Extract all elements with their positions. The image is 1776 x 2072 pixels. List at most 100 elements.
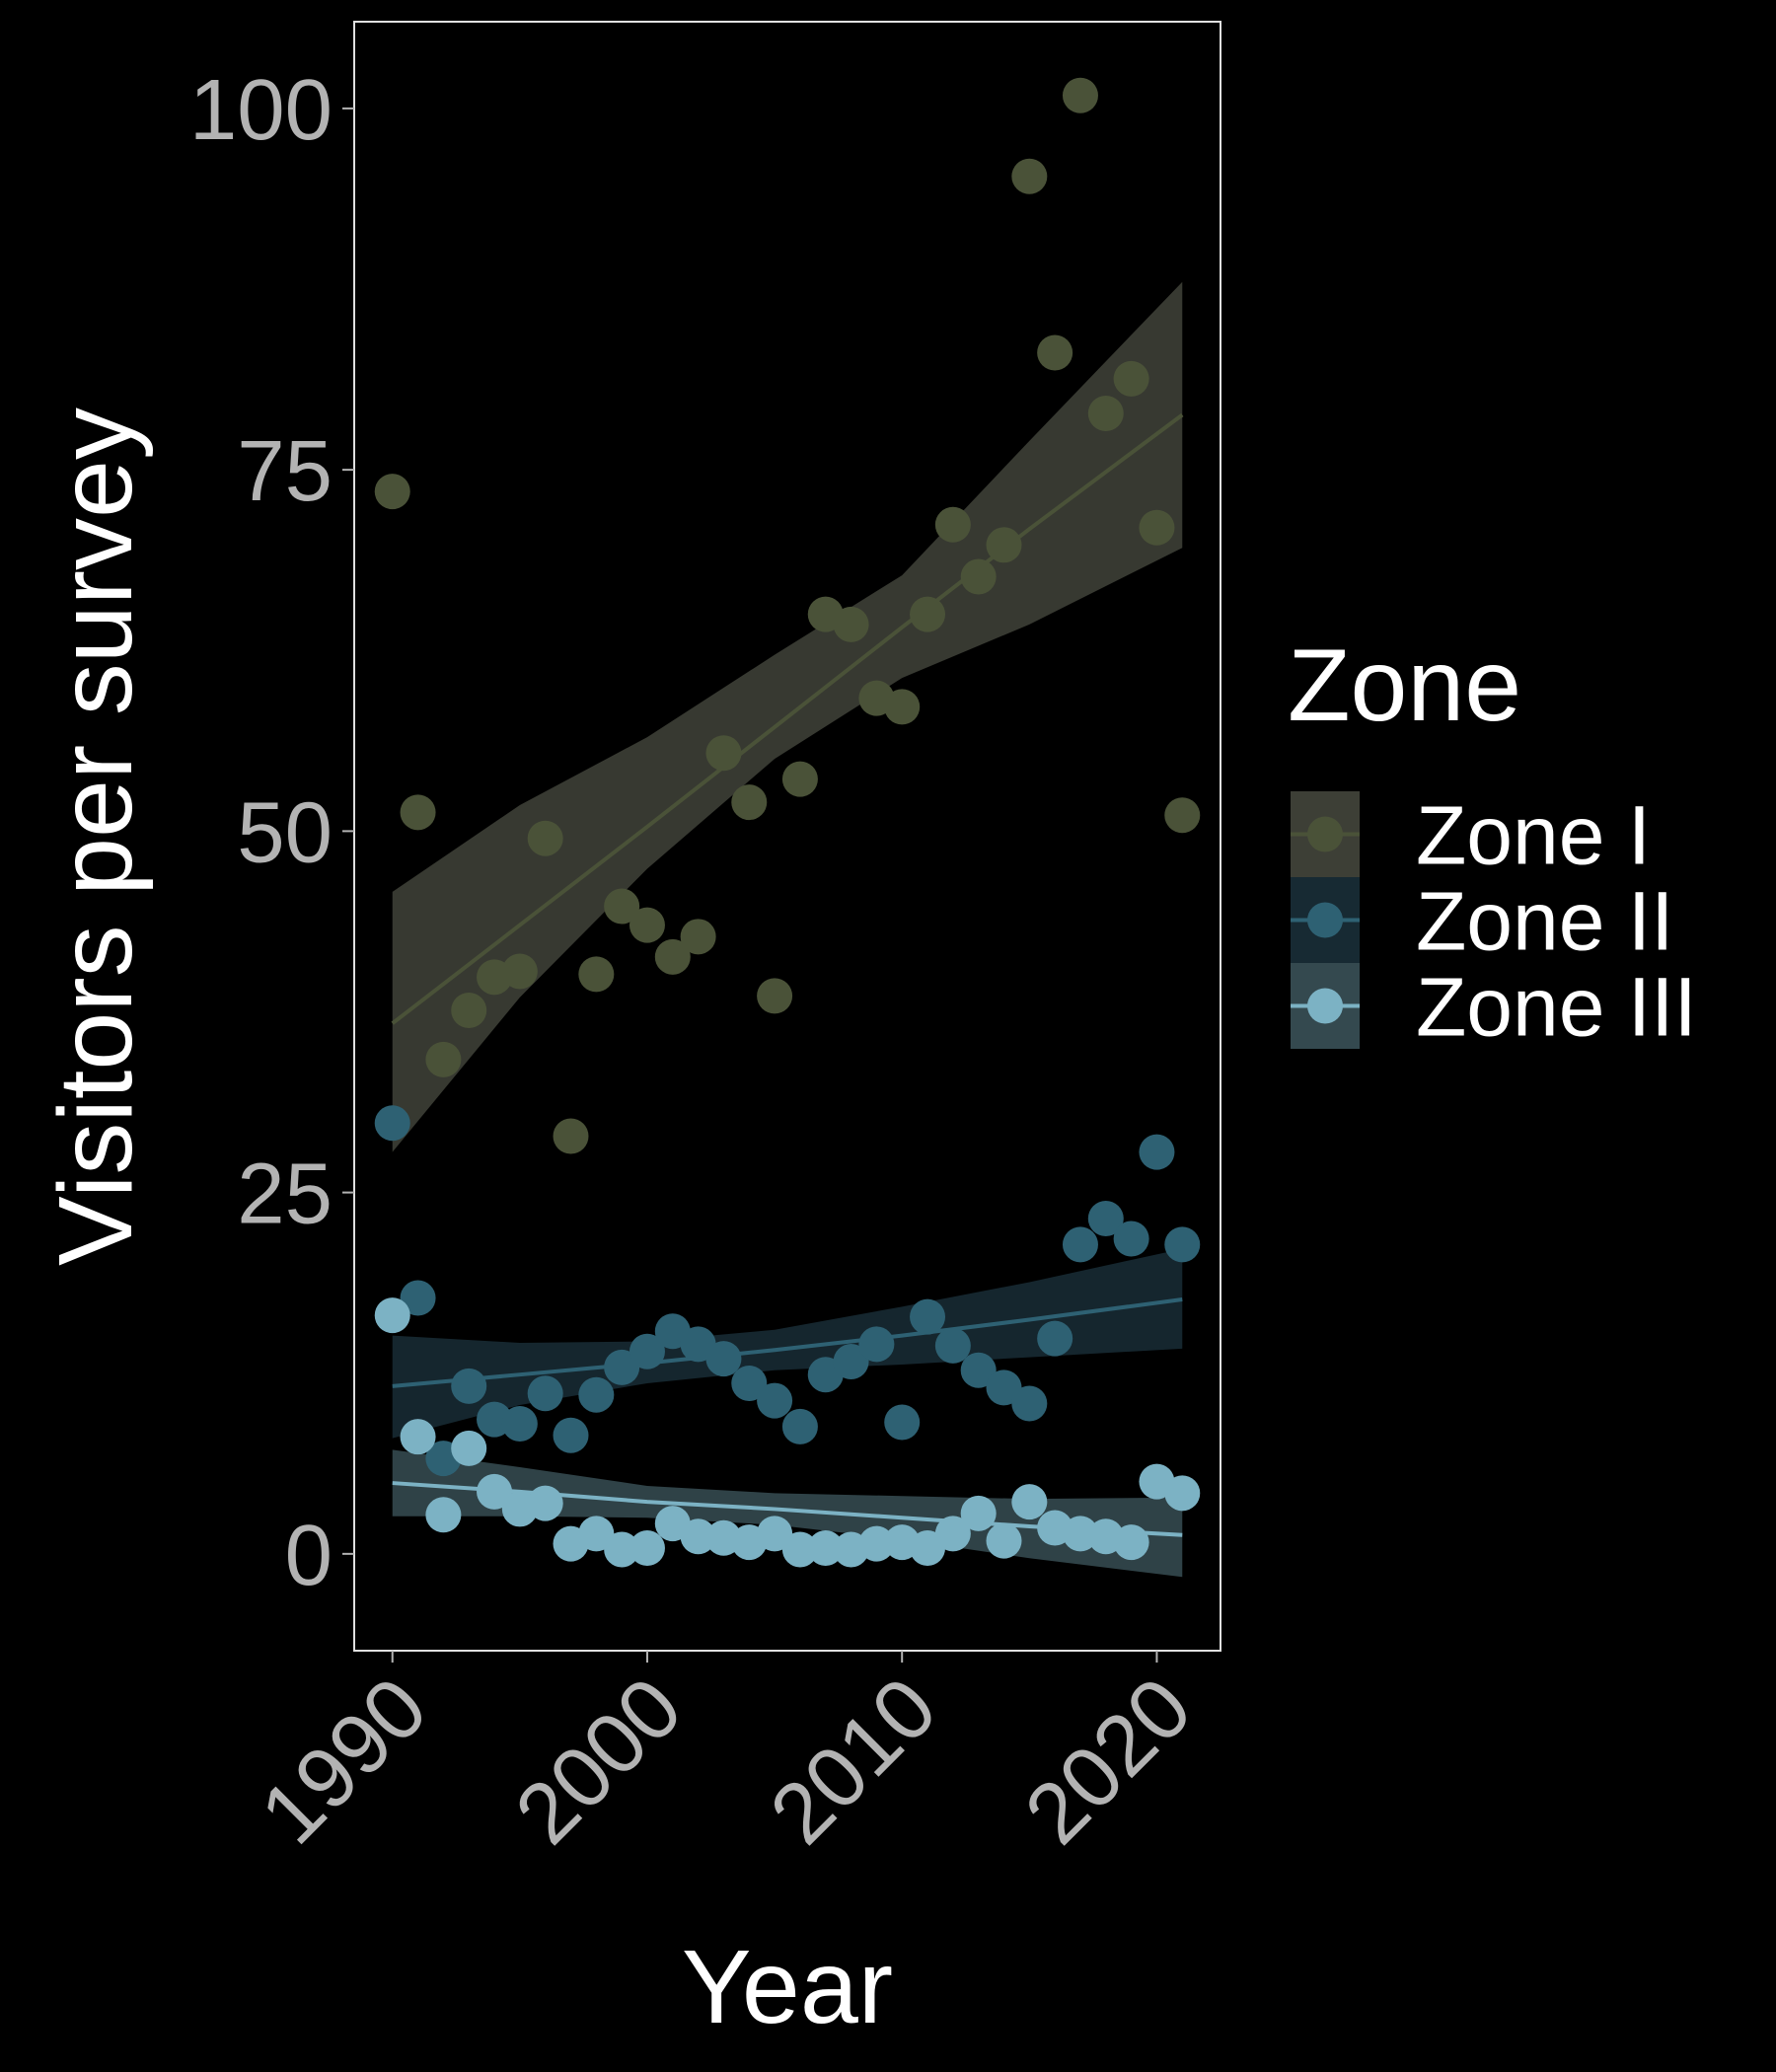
data-point [1087, 1200, 1124, 1236]
y-axis-title: Visitors per survey [37, 407, 154, 1266]
data-point [705, 1341, 742, 1377]
data-point [1062, 77, 1098, 113]
data-point [374, 1105, 410, 1142]
data-point [807, 1529, 844, 1566]
legend-label: Zone II [1416, 875, 1673, 968]
legend-key-point [1307, 902, 1343, 938]
data-point [400, 794, 436, 831]
data-points [374, 77, 1201, 1568]
data-point [833, 1344, 869, 1380]
confidence-bands [392, 281, 1183, 1578]
data-point [654, 938, 691, 975]
x-axis-title: Year [682, 1929, 893, 2045]
trend-line-2 [392, 1297, 1183, 1388]
legend-label: Zone III [1416, 961, 1697, 1054]
data-point [757, 1516, 793, 1552]
legend-title: Zone [1288, 629, 1521, 743]
data-point [1011, 158, 1048, 194]
data-point [884, 689, 921, 725]
legend-label: Zone I [1416, 789, 1651, 882]
data-point [578, 1516, 615, 1552]
data-point [757, 978, 793, 1014]
data-point [833, 606, 869, 642]
data-point [604, 1349, 640, 1385]
data-point [578, 1376, 615, 1413]
data-point [1011, 1484, 1048, 1520]
data-point [781, 1408, 818, 1444]
data-point [553, 1118, 589, 1154]
legend-key-point [1307, 816, 1343, 852]
data-point [425, 1041, 462, 1077]
data-point [604, 888, 640, 925]
y-tick-label: 50 [237, 784, 333, 880]
data-point [910, 1298, 946, 1335]
data-point [1037, 334, 1073, 371]
data-point [400, 1419, 436, 1455]
data-point [1139, 1134, 1175, 1170]
data-point [451, 1430, 487, 1466]
data-point [934, 1516, 971, 1552]
data-point [1037, 1320, 1073, 1357]
data-point [934, 506, 971, 543]
data-point [501, 953, 538, 990]
x-tick-label: 2000 [497, 1660, 700, 1862]
data-point [527, 1375, 563, 1412]
data-point [425, 1497, 462, 1533]
x-tick-label: 2020 [1006, 1660, 1209, 1862]
data-point [604, 1531, 640, 1568]
data-point [374, 474, 410, 510]
data-point [527, 1485, 563, 1521]
data-point [1062, 1226, 1098, 1263]
data-point [705, 735, 742, 772]
data-point [960, 558, 997, 595]
y-tick-label: 100 [189, 62, 333, 158]
data-point [934, 1327, 971, 1364]
data-point [1164, 1226, 1201, 1263]
data-point [858, 1525, 895, 1562]
y-tick-label: 25 [237, 1147, 333, 1242]
data-point [910, 596, 946, 632]
data-point [1164, 1475, 1201, 1512]
data-point [1139, 509, 1175, 546]
data-point [477, 1473, 513, 1510]
data-point [960, 1352, 997, 1388]
panel-border [353, 21, 1221, 1652]
data-point [527, 820, 563, 856]
data-point [501, 1406, 538, 1443]
y-tick-label: 0 [285, 1508, 333, 1603]
data-point [960, 1495, 997, 1531]
y-tick-label: 75 [237, 423, 333, 519]
data-point [1113, 1524, 1149, 1561]
trend-line-1 [391, 412, 1184, 1025]
data-point [1011, 1385, 1048, 1422]
legend-key-point [1307, 988, 1343, 1024]
data-point [781, 761, 818, 797]
data-point [451, 993, 487, 1029]
data-point [986, 1369, 1022, 1406]
data-point [884, 1404, 921, 1441]
data-point [680, 1518, 716, 1555]
data-point [986, 1522, 1022, 1559]
y-axis: 0 25 50 75 100 [189, 62, 354, 1603]
data-point [451, 1368, 487, 1404]
x-axis: 1990 2000 2010 2020 [243, 1651, 1210, 1862]
data-point [757, 1382, 793, 1419]
x-tick-label: 2010 [752, 1660, 954, 1862]
data-point [1087, 396, 1124, 432]
data-point [1164, 797, 1201, 834]
data-point [1113, 360, 1149, 397]
data-point [680, 919, 716, 955]
x-tick-label: 1990 [243, 1660, 445, 1862]
data-point [629, 907, 665, 943]
data-point [731, 1365, 768, 1401]
data-point [1113, 1221, 1149, 1257]
data-point [578, 956, 615, 993]
data-point [553, 1417, 589, 1453]
data-point [629, 1529, 665, 1566]
confidence-band-3 [392, 1449, 1183, 1578]
data-point [629, 1333, 665, 1369]
data-point [731, 784, 768, 821]
